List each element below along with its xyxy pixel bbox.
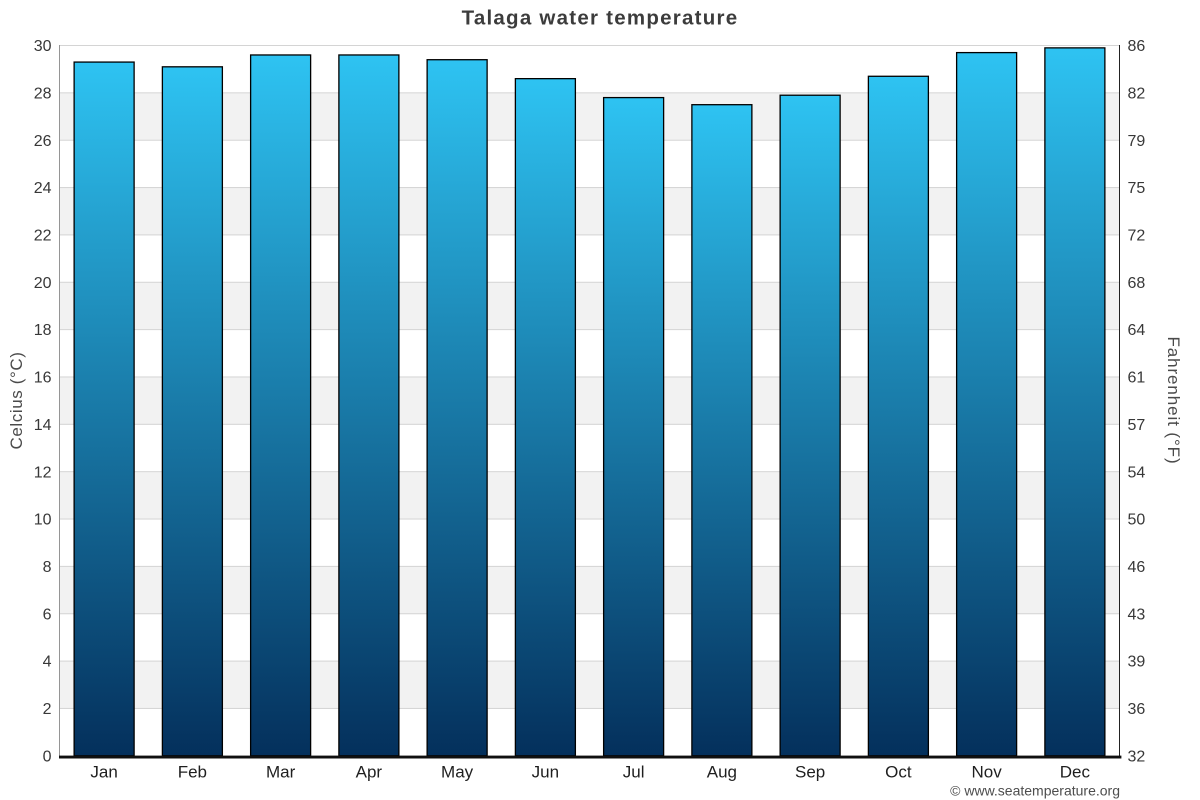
svg-text:Jun: Jun [532,763,559,782]
svg-text:43: 43 [1128,606,1146,623]
svg-text:8: 8 [43,559,52,576]
svg-text:May: May [441,763,474,782]
svg-text:64: 64 [1128,322,1146,339]
svg-text:Mar: Mar [266,763,296,782]
svg-text:86: 86 [1128,38,1146,55]
svg-text:30: 30 [34,38,52,55]
svg-text:79: 79 [1128,133,1146,150]
svg-text:36: 36 [1128,701,1146,718]
svg-text:72: 72 [1128,228,1146,245]
svg-text:75: 75 [1128,180,1146,197]
svg-text:0: 0 [43,748,52,765]
svg-text:10: 10 [34,512,52,529]
svg-text:24: 24 [34,180,52,197]
svg-text:Aug: Aug [707,763,737,782]
svg-text:Fahrenheit (°F): Fahrenheit (°F) [1164,336,1183,464]
svg-text:61: 61 [1128,370,1146,387]
svg-text:39: 39 [1128,654,1146,671]
svg-text:Dec: Dec [1060,763,1091,782]
svg-text:6: 6 [43,606,52,623]
svg-text:Nov: Nov [972,763,1003,782]
svg-text:54: 54 [1128,464,1146,481]
svg-text:Feb: Feb [178,763,207,782]
svg-text:32: 32 [1128,748,1146,765]
svg-text:68: 68 [1128,275,1146,292]
svg-text:26: 26 [34,133,52,150]
svg-text:50: 50 [1128,512,1146,529]
svg-text:Jul: Jul [623,763,645,782]
svg-text:2: 2 [43,701,52,718]
svg-text:28: 28 [34,85,52,102]
svg-text:Celcius (°C): Celcius (°C) [7,351,26,449]
svg-text:Sep: Sep [795,763,825,782]
svg-text:46: 46 [1128,559,1146,576]
svg-text:© www.seatemperature.org: © www.seatemperature.org [950,783,1120,799]
svg-text:Apr: Apr [356,763,383,782]
svg-text:22: 22 [34,228,52,245]
svg-text:82: 82 [1128,85,1146,102]
svg-text:Oct: Oct [885,763,912,782]
svg-text:14: 14 [34,417,52,434]
svg-text:Talaga water temperature: Talaga water temperature [462,7,739,30]
svg-text:18: 18 [34,322,52,339]
svg-text:20: 20 [34,275,52,292]
svg-text:16: 16 [34,370,52,387]
svg-text:4: 4 [43,654,52,671]
svg-text:57: 57 [1128,417,1146,434]
svg-text:12: 12 [34,464,52,481]
svg-text:Jan: Jan [90,763,117,782]
